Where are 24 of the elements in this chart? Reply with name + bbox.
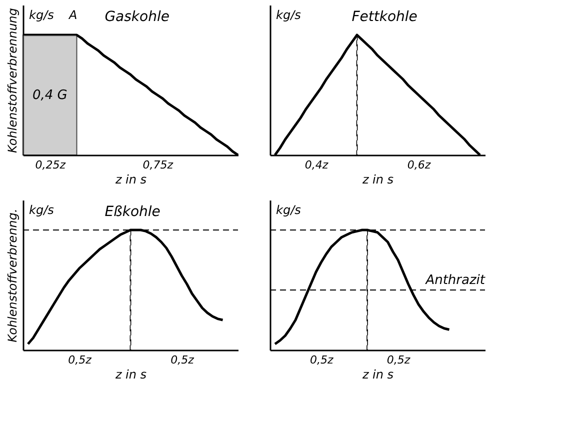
x-axis-title: z in s [114,172,147,186]
x-tick-label: 0,5z [68,354,92,366]
text: kg/s [29,203,54,217]
text: A [68,8,78,22]
y-axis-title: Kohlenstoffverbrennung [6,8,20,154]
chart-title: Gaskohle [104,9,170,25]
x-tick-label: 0,6z [407,158,431,172]
text: kg/s [276,203,301,217]
x-tick-label: 0,5z [170,354,194,366]
x-tick-label: 0,4z [304,158,328,172]
x-tick-label: 0,5z [310,354,334,366]
x-axis-title: z in s [361,172,394,186]
chart-title: Eßkohle [104,204,160,220]
x-axis-title: z in s [361,368,394,382]
text: kg/s [29,8,54,22]
x-tick-label: 0,5z [386,354,410,366]
y-axis-title: Kohlenstoffverbrenng. [6,208,20,342]
x-tick-label: 0,25z [35,158,66,172]
series-label: 0,4 G [32,88,68,103]
text: kg/s [276,8,301,22]
ref-line-label: Anthrazit [424,273,486,288]
x-axis-title: z in s [114,368,147,382]
x-tick-label: 0,75z [142,158,174,172]
chart-title: Fettkohle [352,9,418,25]
